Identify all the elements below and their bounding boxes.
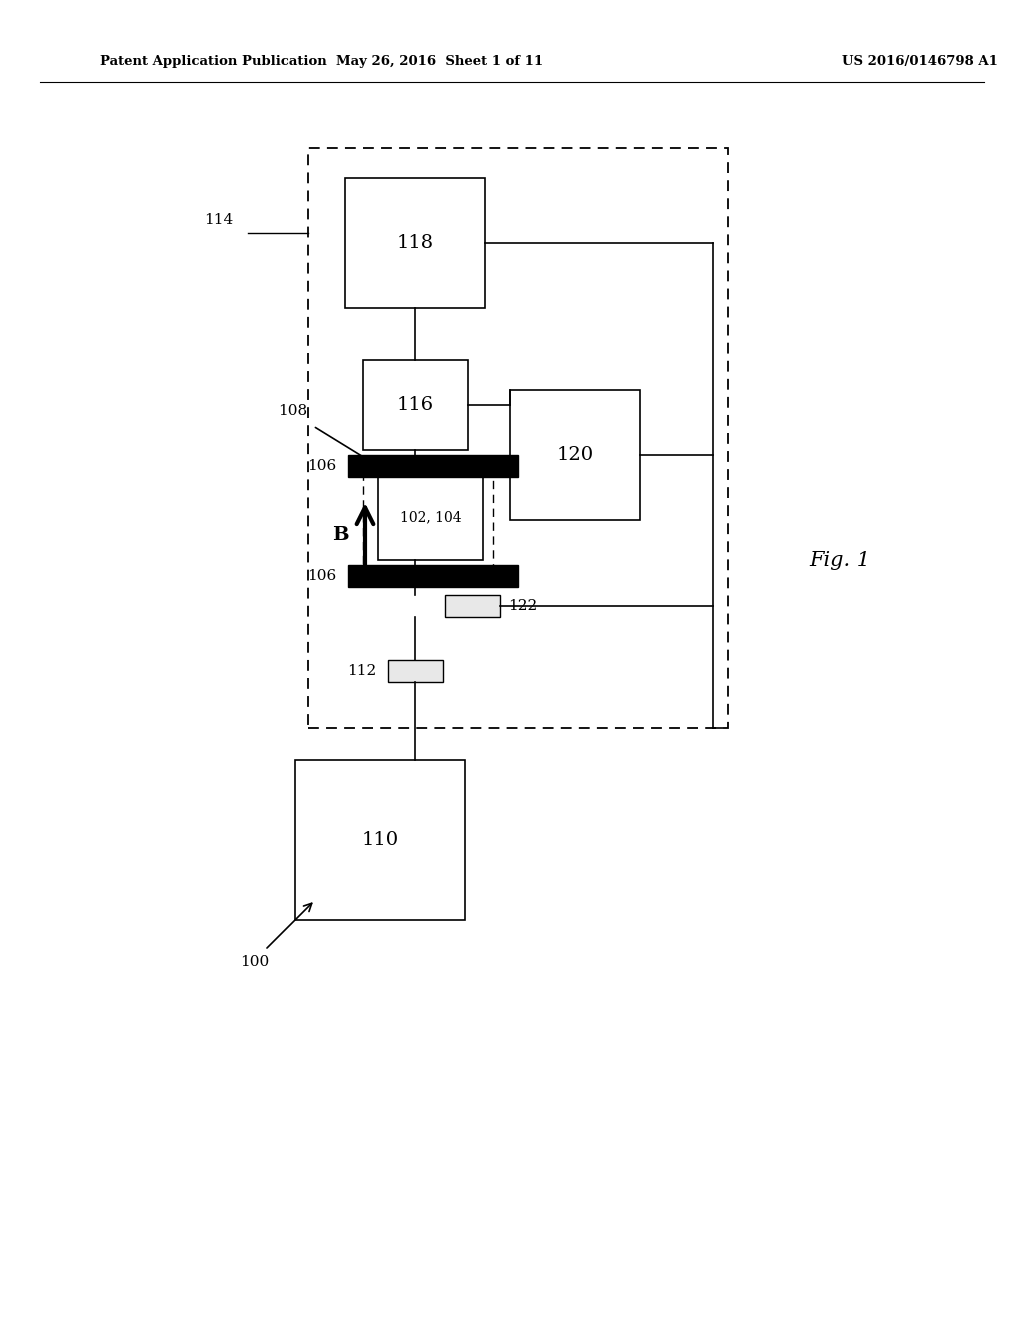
Bar [308,148,728,729]
Bar [445,595,500,616]
Text: 120: 120 [556,446,594,465]
Bar [362,462,493,568]
Bar [362,360,468,450]
Bar [378,475,483,560]
Bar [348,565,518,587]
Text: 122: 122 [508,599,538,612]
Text: 106: 106 [307,569,336,583]
Bar [295,760,465,920]
Bar [345,178,485,308]
Bar [348,455,518,477]
Text: 113: 113 [371,463,400,477]
Text: Patent Application Publication: Patent Application Publication [100,55,327,69]
Text: 112: 112 [347,664,376,678]
Text: 116: 116 [397,396,434,414]
Text: 114: 114 [204,213,233,227]
Text: 106: 106 [307,459,336,473]
Text: 100: 100 [241,954,269,969]
Text: 118: 118 [396,234,433,252]
Text: 108: 108 [279,404,307,418]
Bar [510,389,640,520]
Text: 102, 104: 102, 104 [399,511,462,524]
Text: US 2016/0146798 A1: US 2016/0146798 A1 [842,55,998,69]
Text: Fig. 1: Fig. 1 [810,550,870,569]
Text: 110: 110 [361,832,398,849]
Bar [388,660,443,682]
Text: B: B [332,525,348,544]
Text: May 26, 2016  Sheet 1 of 11: May 26, 2016 Sheet 1 of 11 [337,55,544,69]
